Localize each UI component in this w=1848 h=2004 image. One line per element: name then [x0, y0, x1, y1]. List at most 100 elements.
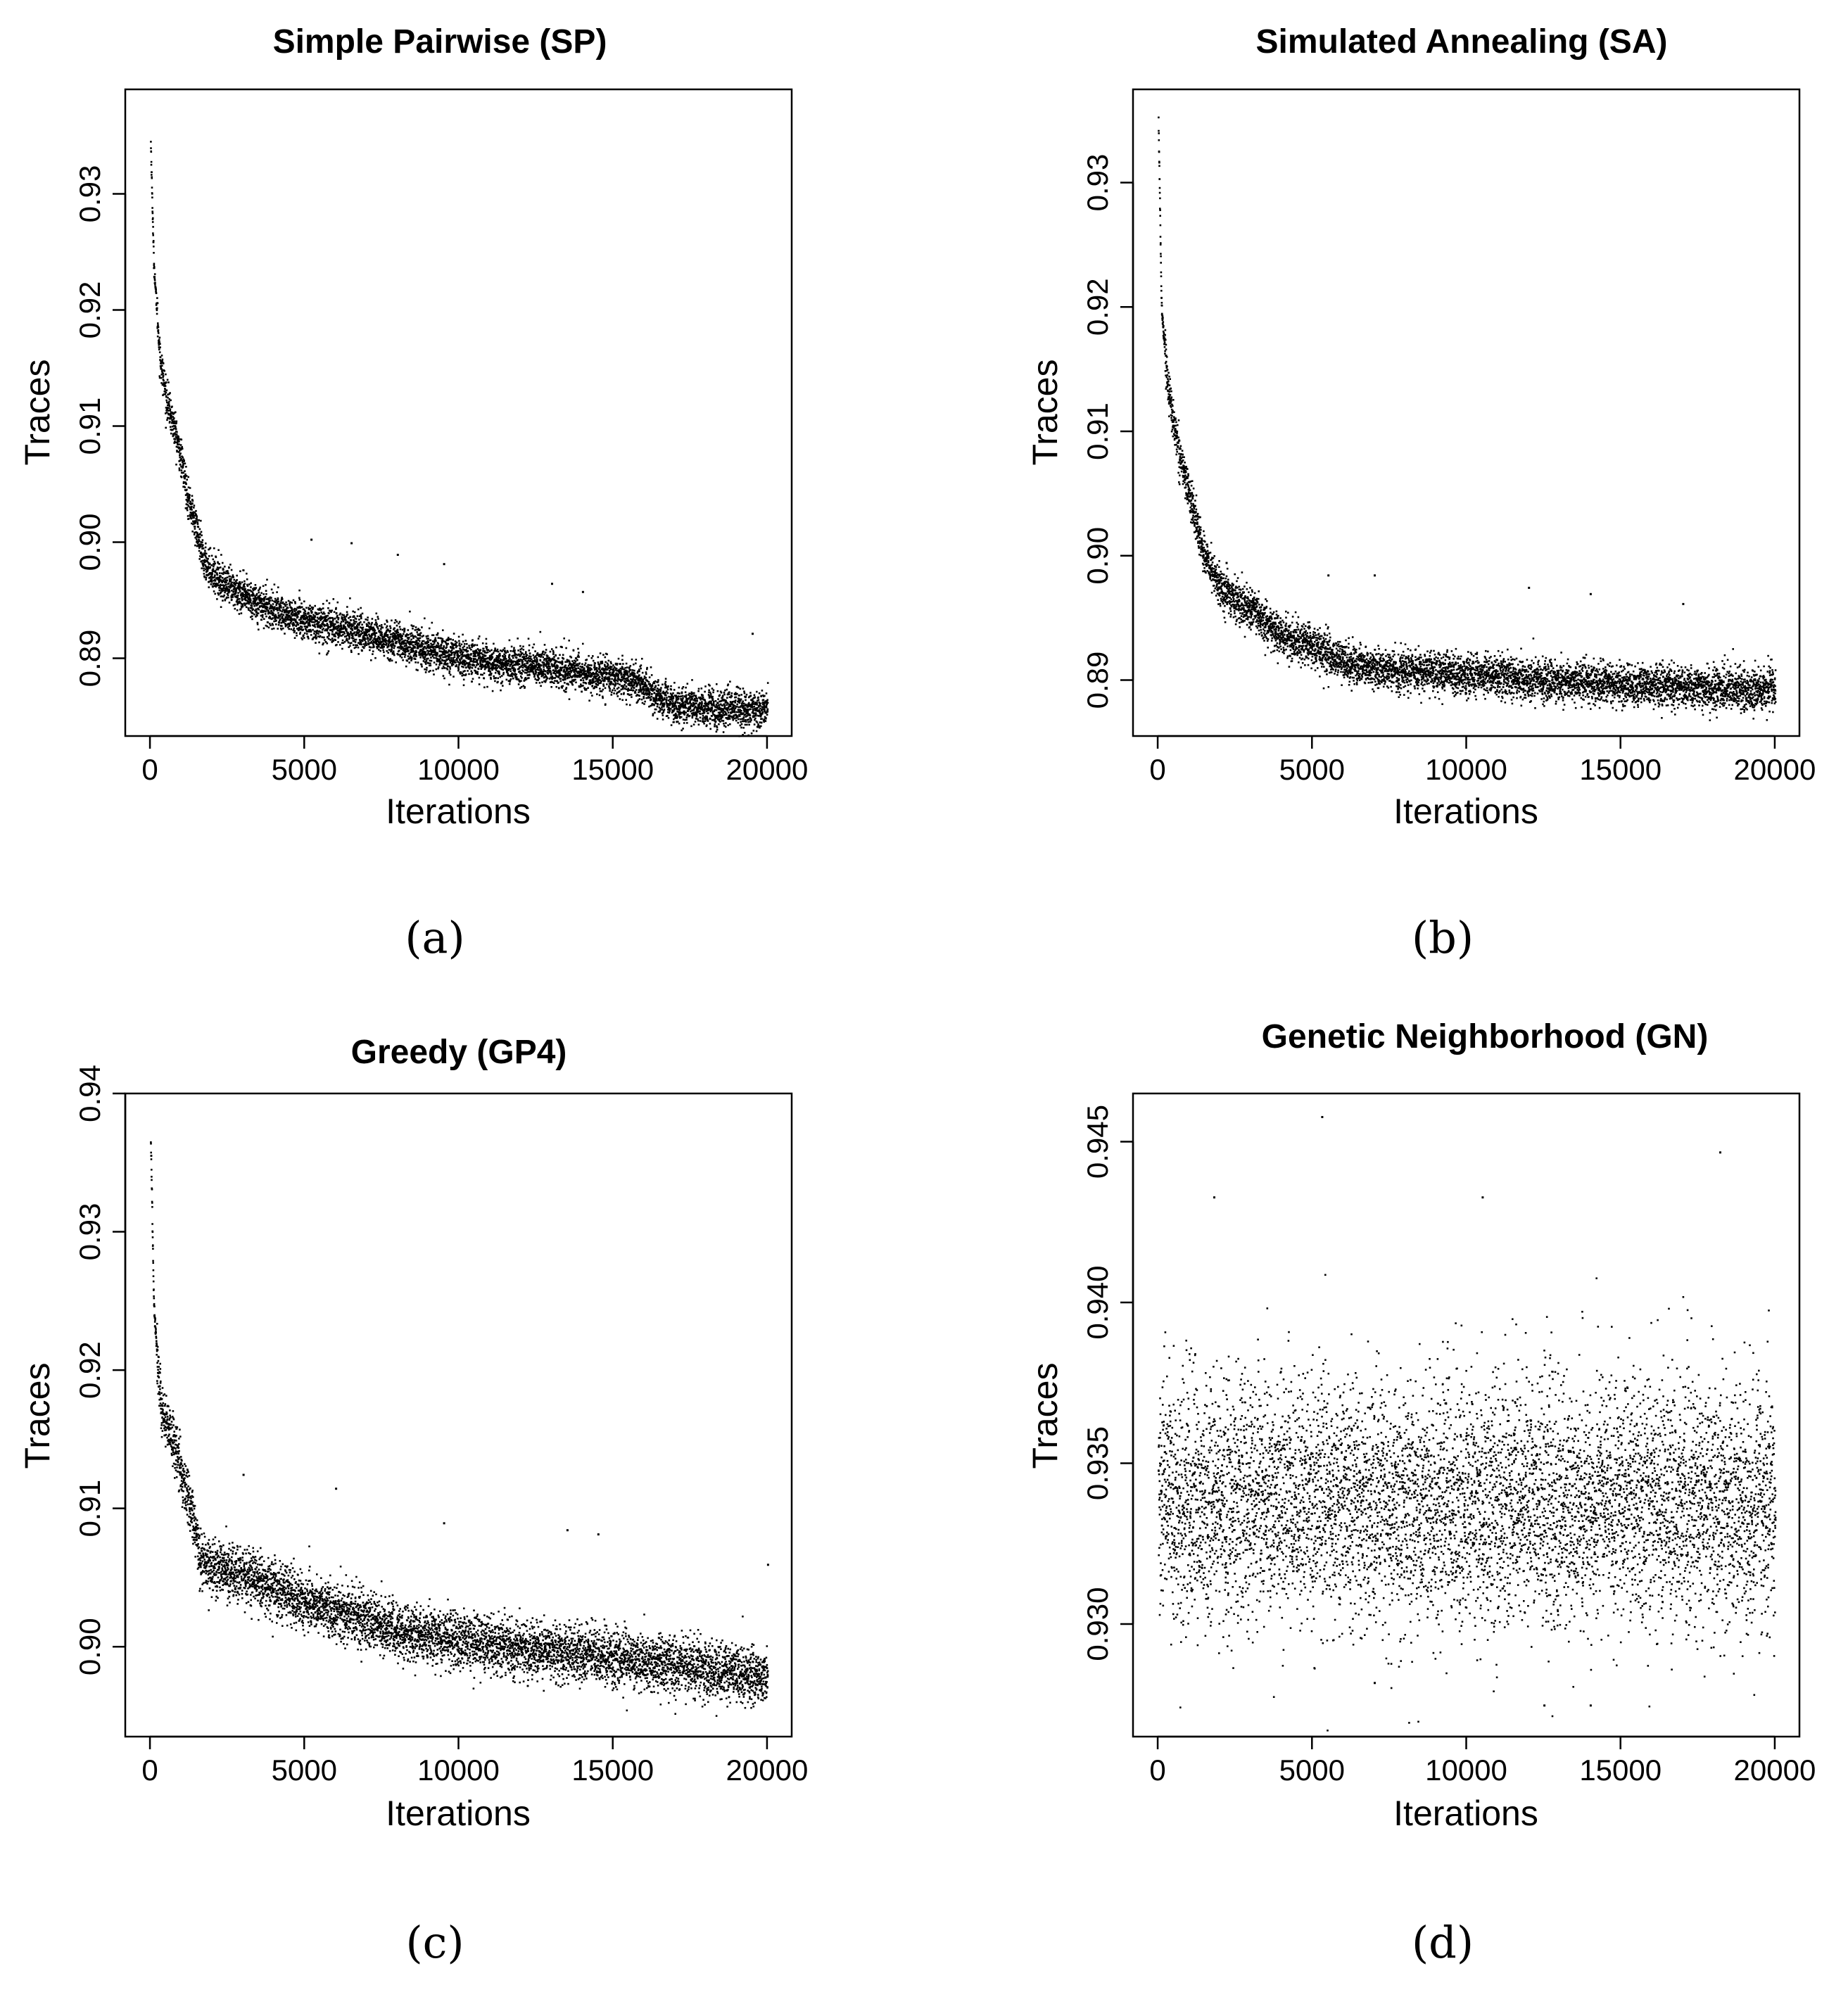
data-point	[654, 708, 657, 711]
data-point	[471, 660, 473, 662]
data-point	[437, 666, 440, 668]
data-point	[622, 685, 625, 687]
data-point	[323, 636, 325, 639]
data-point	[196, 542, 199, 545]
data-point	[173, 417, 175, 419]
data-point	[538, 665, 541, 668]
data-point	[589, 671, 591, 674]
data-point	[554, 665, 556, 667]
data-point	[288, 628, 290, 630]
data-point	[343, 616, 346, 619]
data-point	[275, 604, 277, 607]
data-point	[240, 612, 243, 614]
data-point	[446, 659, 448, 661]
data-point	[466, 657, 468, 659]
data-point	[650, 674, 653, 676]
data-point	[231, 595, 234, 597]
data-point	[153, 265, 156, 268]
data-point	[214, 571, 217, 573]
data-point	[499, 658, 502, 661]
data-point	[347, 624, 349, 626]
data-point	[426, 666, 428, 669]
data-point	[222, 586, 225, 588]
data-point	[568, 671, 570, 673]
data-point	[210, 580, 213, 582]
data-point	[392, 632, 395, 634]
data-point	[256, 614, 258, 617]
data-point	[319, 624, 322, 626]
data-point	[272, 592, 274, 594]
data-point	[381, 645, 384, 647]
data-point	[445, 652, 448, 654]
data-point	[240, 587, 242, 589]
data-point	[597, 683, 600, 685]
data-point	[546, 666, 548, 669]
data-point	[403, 653, 405, 655]
data-point	[241, 597, 243, 600]
data-point	[319, 619, 322, 621]
data-point	[569, 668, 571, 671]
data-point	[152, 234, 154, 236]
data-point	[279, 605, 282, 607]
data-point	[313, 625, 315, 627]
data-point	[559, 672, 562, 675]
data-point	[217, 576, 220, 579]
data-point	[420, 644, 422, 646]
data-point	[282, 607, 285, 609]
data-point	[620, 673, 622, 676]
data-point	[339, 644, 341, 646]
chart-sp: Simple Pairwise (SP) 0 5000 10000 15000 2000…	[18, 23, 808, 831]
data-point	[441, 640, 443, 643]
data-point	[401, 635, 404, 637]
data-point	[557, 676, 559, 678]
data-point	[651, 684, 654, 686]
data-point	[526, 674, 529, 676]
data-point	[165, 412, 167, 414]
data-point	[232, 604, 235, 607]
data-point	[537, 679, 539, 681]
data-point	[588, 670, 590, 672]
data-point	[567, 673, 569, 676]
data-point	[235, 588, 238, 591]
data-point	[468, 645, 470, 647]
data-point	[308, 630, 310, 633]
data-point	[633, 675, 635, 677]
data-point	[507, 672, 509, 675]
data-point	[260, 600, 263, 602]
data-point	[193, 520, 195, 523]
data-point	[319, 627, 322, 629]
data-point	[436, 633, 438, 636]
data-point	[179, 454, 181, 457]
data-point	[336, 616, 338, 619]
data-point	[520, 680, 522, 682]
data-point	[165, 373, 167, 376]
data-point	[562, 669, 565, 672]
data-point	[165, 426, 167, 429]
data-point	[482, 657, 485, 659]
data-point	[659, 697, 662, 700]
data-point	[404, 654, 407, 656]
data-point	[535, 666, 538, 668]
data-point	[410, 651, 412, 653]
data-point	[241, 581, 243, 583]
data-point	[388, 641, 391, 644]
data-point	[270, 588, 273, 590]
data-point	[340, 621, 343, 623]
data-point	[507, 674, 510, 676]
data-point	[497, 677, 499, 680]
data-point	[552, 665, 555, 667]
data-point	[348, 617, 350, 619]
data-point	[243, 598, 246, 600]
data-point	[176, 439, 179, 442]
data-point	[327, 607, 329, 609]
data-point	[507, 660, 509, 662]
data-point	[631, 684, 633, 687]
data-point	[455, 661, 457, 664]
data-point	[412, 637, 414, 640]
data-point	[293, 624, 296, 626]
data-point	[303, 609, 306, 611]
data-point	[341, 631, 343, 633]
data-point	[344, 622, 347, 625]
data-point	[336, 633, 338, 635]
data-point	[393, 647, 395, 649]
